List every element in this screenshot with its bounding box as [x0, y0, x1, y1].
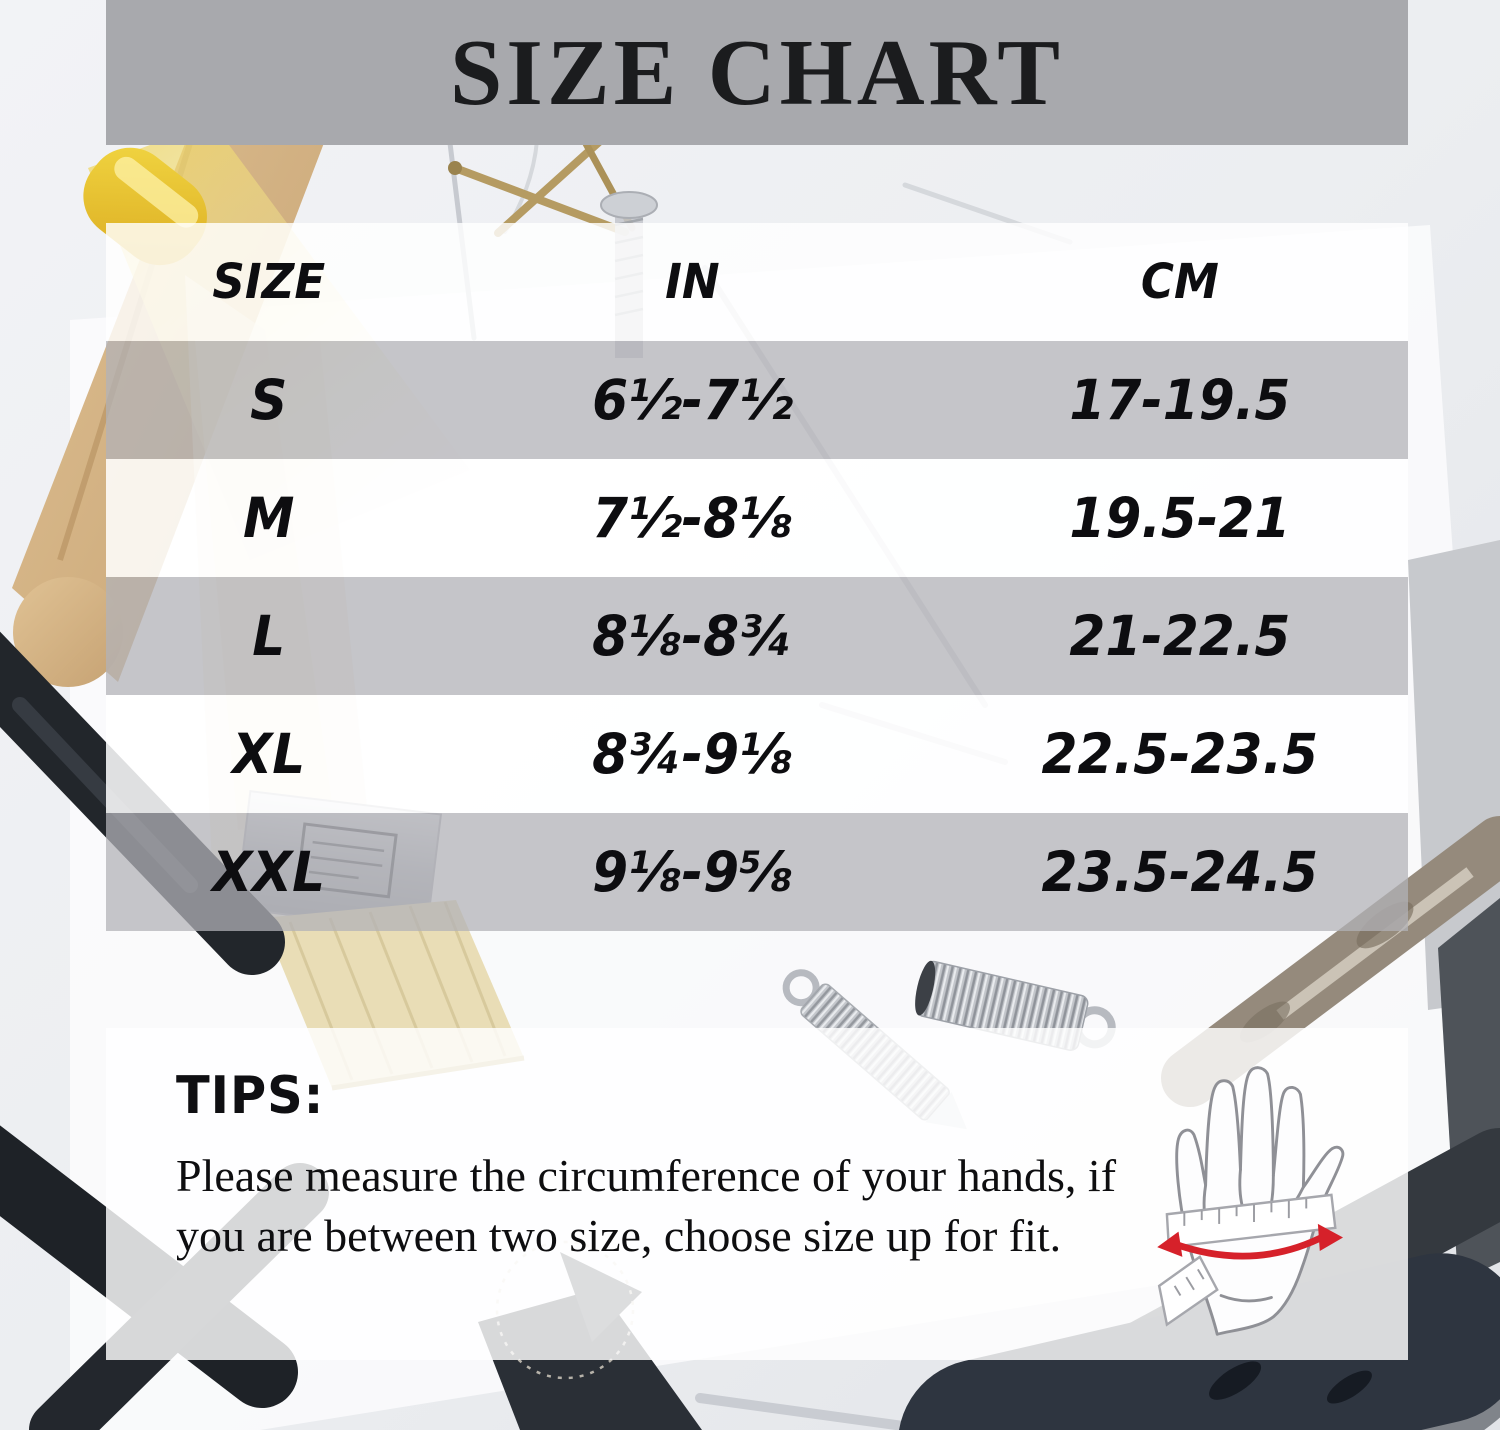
cm-value: 22.5-23.5: [1041, 722, 1319, 786]
column-header-in: IN: [664, 254, 720, 310]
header-band: SIZE CHART: [106, 0, 1408, 145]
table-row-l: L 8⅛-8¾ 21-22.5: [106, 577, 1408, 695]
table-row-s: S 6½-7½ 17-19.5: [106, 341, 1408, 459]
table-row-xl: XL 8¾-9⅛ 22.5-23.5: [106, 695, 1408, 813]
table-header-row: SIZE IN CM: [106, 223, 1408, 341]
size-value: XXL: [212, 840, 326, 904]
tips-body: Please measure the circumference of your…: [176, 1150, 1117, 1261]
inches-value: 8¾-9⅛: [591, 722, 793, 786]
table-row-xxl: XXL 9⅛-9⅝ 23.5-24.5: [106, 813, 1408, 931]
tips-heading: TIPS:: [176, 1066, 325, 1126]
size-value: XL: [232, 722, 306, 786]
inches-value: 6½-7½: [591, 368, 793, 432]
inches-value: 8⅛-8¾: [591, 604, 793, 668]
inches-value: 7½-8⅛: [591, 486, 793, 550]
table-row-m: M 7½-8⅛ 19.5-21: [106, 459, 1408, 577]
cm-value: 19.5-21: [1069, 486, 1291, 550]
hand-circumference-measure-icon: [1157, 1066, 1345, 1336]
cm-value: 21-22.5: [1069, 604, 1291, 668]
size-value: S: [250, 368, 288, 432]
tips-panel: TIPS: Please measure the circumference o…: [106, 1028, 1408, 1360]
page-title: SIZE CHART: [450, 20, 1064, 125]
size-value: M: [243, 486, 295, 550]
column-header-size: SIZE: [212, 254, 326, 310]
column-header-cm: CM: [1141, 254, 1220, 310]
inches-value: 9⅛-9⅝: [591, 840, 793, 904]
size-table: SIZE IN CM S 6½-7½ 17-19.5 M 7½-8⅛ 19.5-…: [106, 223, 1408, 931]
cm-value: 23.5-24.5: [1041, 840, 1319, 904]
cm-value: 17-19.5: [1069, 368, 1291, 432]
size-value: L: [252, 604, 286, 668]
